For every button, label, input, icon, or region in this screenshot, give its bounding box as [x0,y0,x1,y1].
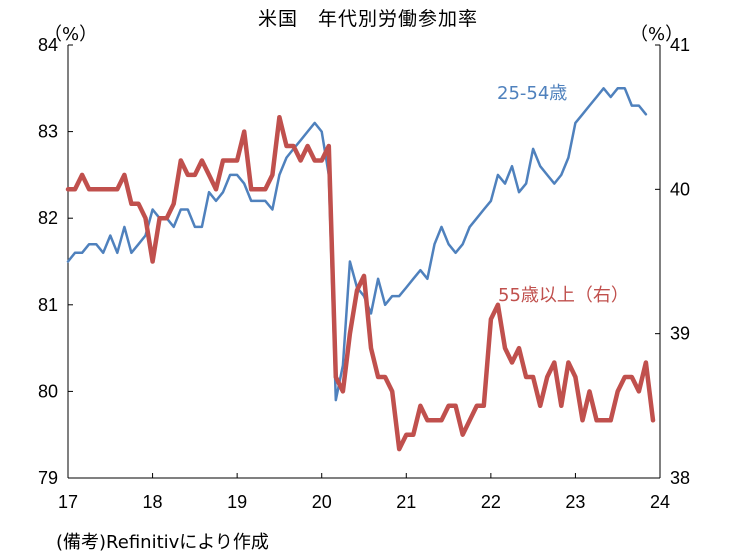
series-labels: 25-54歳 55歳以上（右） [497,83,629,306]
left-tick-label: 83 [38,122,58,142]
chart-title: 米国 年代別労働参加率 [257,8,478,30]
left-tick-label: 84 [38,35,58,55]
left-tick-label: 79 [38,468,58,488]
right-tick-label: 38 [670,468,690,488]
x-tick-label: 19 [227,492,247,512]
x-tick-label: 21 [396,492,416,512]
right-axis-unit: （%） [630,24,684,45]
source-note: (備考)Refinitivにより作成 [56,532,269,553]
axes [67,44,661,479]
x-tick-label: 22 [481,492,501,512]
left-tick-label: 82 [38,208,58,228]
x-tick-label: 18 [143,492,163,512]
left-tick-label: 80 [38,381,58,401]
series-label-25-54: 25-54歳 [497,83,567,104]
right-tick-label: 39 [670,324,690,344]
left-tick-label: 81 [38,295,58,315]
x-tick-label: 17 [58,492,78,512]
series-lines [65,87,656,452]
x-tick-label: 20 [312,492,332,512]
tick-labels: 79 80 81 82 83 84 38 39 40 41 17 18 19 20 21 22 23 24 [38,35,690,512]
right-tick-label: 41 [670,35,690,55]
series-label-55-plus: 55歳以上（右） [498,285,629,306]
x-tick-label: 23 [565,492,585,512]
left-axis-unit: （%） [44,24,98,45]
right-tick-label: 40 [670,179,690,199]
x-tick-label: 24 [650,492,670,512]
series-line-55-plus [65,114,656,452]
